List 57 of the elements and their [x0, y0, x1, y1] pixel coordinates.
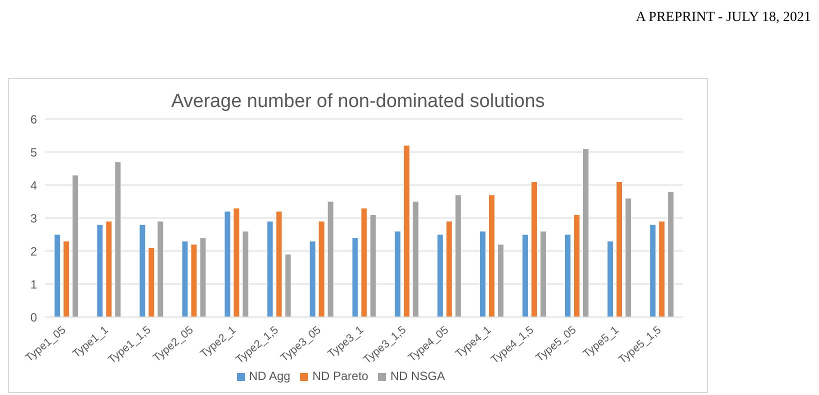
bar	[370, 214, 376, 317]
bar	[96, 224, 104, 317]
bar	[616, 181, 623, 317]
bar	[668, 191, 674, 317]
bar	[200, 238, 206, 317]
bar	[242, 230, 249, 317]
y-tick-label: 0	[30, 310, 38, 324]
bar	[582, 148, 590, 317]
text: A PREPRINT - JULY 18, 2021	[636, 10, 811, 26]
bar	[157, 221, 164, 317]
bar	[540, 230, 546, 317]
y-tick-label: 6	[30, 112, 38, 126]
y-tick-label: 1	[30, 277, 38, 292]
bar	[309, 240, 316, 317]
y-tick-label: 5	[30, 145, 38, 160]
bar	[284, 254, 292, 317]
y-tick-label: 4	[30, 178, 38, 192]
bar	[607, 240, 614, 317]
bar	[327, 201, 334, 317]
bar	[403, 145, 410, 317]
bar	[352, 238, 358, 317]
bar	[318, 221, 325, 317]
bar	[412, 201, 419, 317]
bar	[276, 211, 282, 317]
bar	[72, 174, 79, 317]
bar	[106, 221, 112, 317]
bar	[224, 211, 231, 317]
bar	[54, 234, 61, 317]
bar	[625, 198, 632, 317]
bar	[488, 194, 495, 317]
bar	[114, 162, 122, 317]
bar	[360, 208, 368, 317]
bar	[139, 224, 146, 317]
legend-label: ND NSGA	[390, 369, 446, 383]
chart-title: Average number of non-dominated solutions	[170, 91, 546, 113]
bar	[436, 234, 444, 317]
bar	[574, 214, 580, 317]
bar	[497, 244, 504, 317]
bar	[394, 230, 401, 317]
bar	[564, 234, 572, 317]
bar	[63, 240, 70, 317]
bar	[148, 247, 155, 317]
bar	[182, 240, 188, 317]
bar	[266, 221, 274, 317]
legend-label: ND Pareto	[312, 369, 368, 383]
bar	[522, 234, 528, 317]
legend-label: ND Agg	[248, 369, 290, 383]
bar	[479, 230, 486, 317]
bar	[454, 194, 462, 317]
bar	[658, 221, 666, 317]
bar	[190, 244, 198, 317]
y-tick-label: 3	[30, 211, 38, 226]
bar	[650, 224, 656, 317]
bar	[233, 208, 240, 317]
bar	[446, 221, 452, 317]
y-tick-label: 2	[30, 244, 38, 258]
bar	[530, 181, 538, 317]
